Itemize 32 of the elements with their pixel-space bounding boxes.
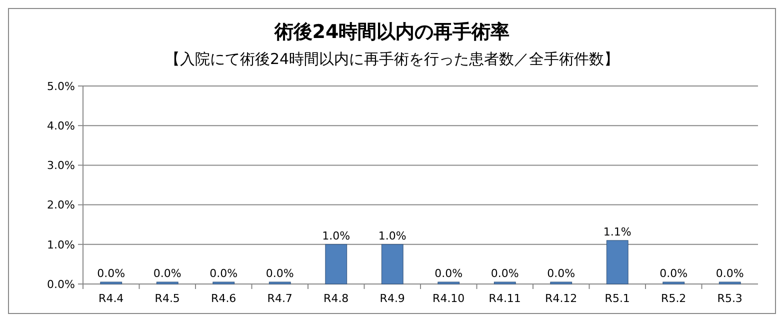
- x-tick-label: R5.3: [717, 292, 742, 305]
- x-tick-label: R5.2: [661, 292, 686, 305]
- data-label: 1.0%: [322, 229, 350, 242]
- x-tick-label: R4.8: [324, 292, 349, 305]
- data-label: 0.0%: [153, 267, 182, 280]
- x-tick-label: R4.4: [98, 292, 124, 305]
- x-tick-label: R4.10: [432, 292, 465, 305]
- x-tick-label: R4.12: [545, 292, 578, 305]
- y-tick-label: 5.0%: [47, 80, 75, 93]
- data-label: 0.0%: [547, 267, 576, 280]
- y-tick-label: 0.0%: [47, 278, 75, 291]
- x-tick-label: R4.6: [211, 292, 236, 305]
- chart-title: 術後24時間以内の再手術率: [273, 21, 510, 43]
- data-label: 1.1%: [603, 225, 632, 238]
- data-label: 0.0%: [210, 267, 238, 280]
- y-tick-label: 1.0%: [47, 238, 75, 252]
- data-label: 0.0%: [490, 267, 519, 280]
- data-label: 0.0%: [434, 267, 463, 280]
- data-label: 0.0%: [716, 267, 744, 280]
- x-tick-label: R5.1: [604, 292, 630, 305]
- chart-subtitle: 【入院にて術後24時間以内に再手術を行った患者数／全手術件数】: [164, 50, 620, 68]
- data-label: 0.0%: [97, 267, 126, 280]
- data-label: 1.0%: [378, 229, 406, 242]
- y-tick-label: 4.0%: [47, 119, 75, 132]
- x-tick-label: R4.7: [267, 292, 292, 305]
- y-tick-label: 3.0%: [47, 159, 75, 172]
- x-tick-label: R4.9: [380, 292, 405, 305]
- x-tick-label: R4.11: [488, 292, 521, 305]
- y-tick-label: 2.0%: [47, 198, 75, 212]
- x-tick-label: R4.5: [154, 292, 180, 305]
- data-label: 0.0%: [660, 267, 688, 280]
- data-label: 0.0%: [266, 267, 294, 280]
